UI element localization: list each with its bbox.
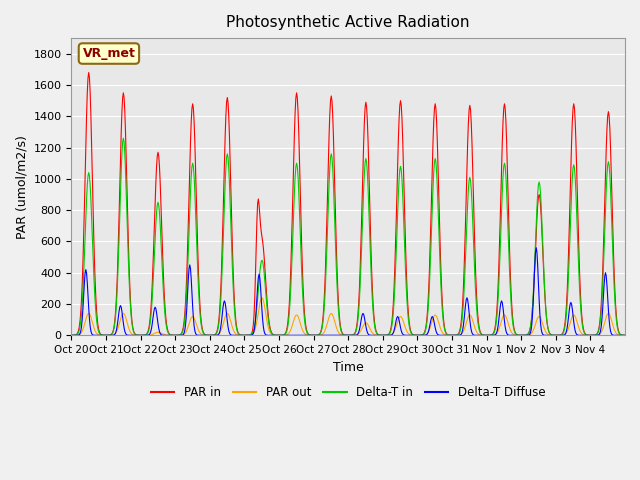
Text: VR_met: VR_met xyxy=(83,47,135,60)
X-axis label: Time: Time xyxy=(333,360,364,373)
Y-axis label: PAR (umol/m2/s): PAR (umol/m2/s) xyxy=(15,135,28,239)
Title: Photosynthetic Active Radiation: Photosynthetic Active Radiation xyxy=(227,15,470,30)
Legend: PAR in, PAR out, Delta-T in, Delta-T Diffuse: PAR in, PAR out, Delta-T in, Delta-T Dif… xyxy=(146,381,550,404)
